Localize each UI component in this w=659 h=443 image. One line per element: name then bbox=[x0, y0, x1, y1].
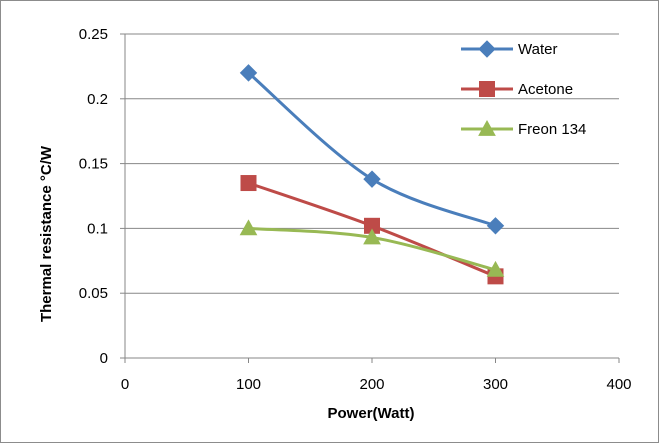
y-tick-label-0: 0 bbox=[100, 350, 108, 367]
data-point-0-1 bbox=[363, 170, 381, 188]
legend-marker-2 bbox=[478, 119, 496, 136]
legend-label-0: Water bbox=[518, 41, 557, 58]
y-axis-title: Thermal resistance °C/W bbox=[38, 145, 55, 322]
legend-label-2: Freon 134 bbox=[518, 121, 586, 138]
y-tick-label-2: 0.1 bbox=[87, 220, 108, 237]
data-point-0-2 bbox=[486, 217, 505, 235]
data-point-0-0 bbox=[239, 64, 258, 82]
y-tick-label-3: 0.15 bbox=[79, 156, 108, 173]
x-axis-title: Power(Watt) bbox=[328, 405, 415, 422]
data-point-2-2 bbox=[486, 260, 505, 277]
x-tick-label-2: 200 bbox=[359, 376, 384, 393]
legend-marker-1 bbox=[479, 81, 495, 97]
legend-label-1: Acetone bbox=[518, 81, 573, 98]
series-line-0 bbox=[247, 71, 497, 228]
series-lines bbox=[239, 64, 505, 285]
grid-lines bbox=[125, 33, 619, 294]
tick-labels: 0 0.05 0.1 0.15 0.2 0.25 0 100 200 300 400 bbox=[79, 26, 632, 393]
y-tick-label-5: 0.25 bbox=[79, 26, 108, 43]
y-tick-label-1: 0.05 bbox=[79, 285, 108, 302]
x-tick-label-0: 0 bbox=[121, 376, 129, 393]
data-point-1-0 bbox=[240, 175, 257, 192]
x-tick-label-4: 400 bbox=[606, 376, 631, 393]
x-tick-label-1: 100 bbox=[236, 376, 261, 393]
y-tick-label-4: 0.2 bbox=[87, 91, 108, 108]
axes bbox=[120, 33, 620, 363]
data-point-2-0 bbox=[239, 219, 258, 236]
legend-marker-0 bbox=[478, 40, 496, 58]
x-tick-label-3: 300 bbox=[483, 376, 508, 393]
data-point-2-1 bbox=[363, 228, 381, 245]
legend: Water Acetone Freon 134 bbox=[461, 40, 586, 138]
